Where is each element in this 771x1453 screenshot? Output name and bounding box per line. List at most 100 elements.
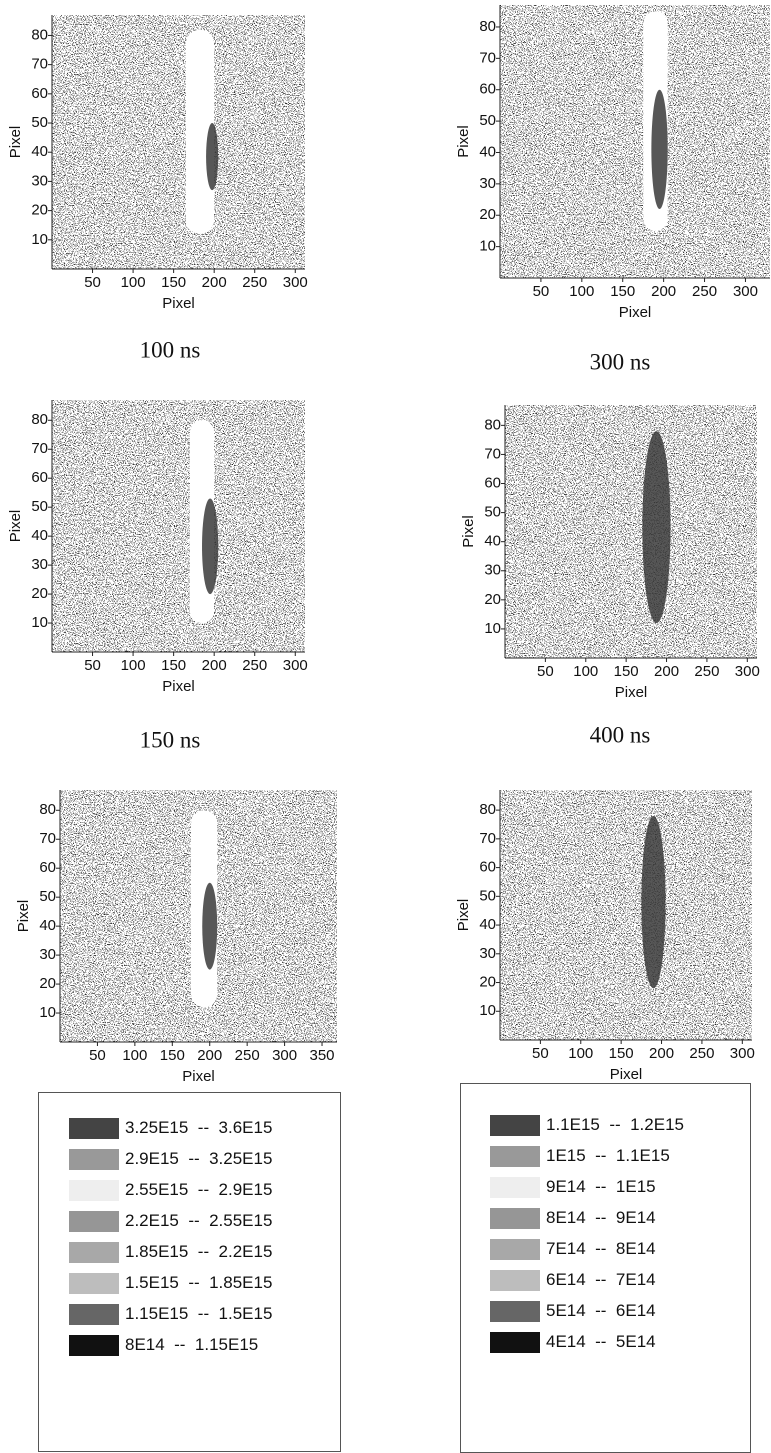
legend-swatch [490, 1176, 540, 1198]
legend-entry: 8E14 -- 9E14 [490, 1207, 656, 1229]
x-tick-label: 250 [689, 1045, 714, 1062]
x-tick-label: 250 [692, 283, 717, 300]
speckle [500, 5, 770, 278]
y-tick-label: 70 [484, 445, 501, 462]
x-tick-label: 50 [537, 663, 554, 680]
legend-label: 2.55E15 -- 2.9E15 [125, 1180, 273, 1199]
y-axis-label: Pixel [455, 899, 472, 932]
panel-title: 300 ns [590, 349, 651, 374]
y-tick-label: 40 [479, 916, 496, 933]
x-tick-label: 100 [121, 657, 146, 674]
x-tick-label: 50 [532, 1045, 549, 1062]
legend-label: 7E14 -- 8E14 [546, 1239, 656, 1258]
legend-entry: 1.15E15 -- 1.5E15 [69, 1303, 272, 1325]
plot-area [60, 790, 337, 1042]
legend-entry: 1E15 -- 1.1E15 [490, 1145, 670, 1167]
legend-swatch [69, 1272, 119, 1294]
legend-label: 2.2E15 -- 2.55E15 [125, 1211, 273, 1230]
y-tick-label: 30 [31, 172, 48, 189]
legend-swatch [490, 1145, 540, 1167]
x-tick-label: 300 [733, 283, 758, 300]
y-tick-label: 30 [39, 946, 56, 963]
legend-label: 1E15 -- 1.1E15 [546, 1146, 670, 1165]
dark-core [642, 431, 671, 624]
y-tick-label: 20 [31, 585, 48, 602]
legend-swatch [490, 1114, 540, 1136]
y-tick-label: 30 [479, 945, 496, 962]
plot-area [505, 405, 757, 658]
x-tick-label: 200 [654, 663, 679, 680]
x-tick-label: 200 [651, 283, 676, 300]
panel: 50 100 150 200 250 300 10 20 30 40 50 60 70 80 Pixel Pi… [460, 405, 760, 747]
legend-entry: 2.55E15 -- 2.9E15 [69, 1179, 272, 1201]
legend-label: 2.9E15 -- 3.25E15 [125, 1149, 273, 1168]
x-tick-label: 100 [568, 1045, 593, 1062]
x-tick-label: 50 [89, 1047, 106, 1064]
legend-label: 8E14 -- 1.15E15 [125, 1335, 259, 1354]
plot-area [52, 400, 305, 652]
y-tick-label: 80 [39, 801, 56, 818]
legend-label: 1.5E15 -- 1.85E15 [125, 1273, 273, 1292]
legend-label: 5E14 -- 6E14 [546, 1301, 656, 1320]
legend-swatch [490, 1300, 540, 1322]
x-tick-label: 250 [242, 657, 267, 674]
legend-swatch [69, 1334, 119, 1356]
y-tick-label: 50 [479, 112, 496, 129]
legend-entry: 5E14 -- 6E14 [490, 1300, 656, 1322]
y-tick-label: 10 [39, 1004, 56, 1021]
y-tick-label: 50 [31, 114, 48, 131]
x-tick-label: 250 [242, 274, 267, 291]
x-tick-label: 150 [609, 1045, 634, 1062]
plot-area [500, 5, 770, 278]
x-tick-label: 300 [283, 274, 308, 291]
x-tick-label: 150 [614, 663, 639, 680]
y-tick-label: 70 [479, 49, 496, 66]
y-tick-label: 20 [31, 202, 48, 219]
legend-entry: 6E14 -- 7E14 [490, 1269, 656, 1291]
x-tick-label: 100 [122, 1047, 147, 1064]
y-tick-label: 70 [479, 830, 496, 847]
legend-entry: 4E14 -- 5E14 [490, 1331, 656, 1353]
y-tick-label: 80 [31, 411, 48, 428]
dark-core [641, 815, 666, 989]
panel: 50 100 150 200 250 300 10 20 30 40 50 60 70 80 Pixel Pi… [455, 5, 770, 374]
y-tick-label: 10 [484, 620, 501, 637]
x-tick-label: 150 [161, 274, 186, 291]
y-tick-label: 10 [31, 614, 48, 631]
y-tick-label: 30 [479, 175, 496, 192]
x-axis-label: Pixel [619, 304, 652, 321]
panel: 50 100 150 200 250 300 10 20 30 40 50 60 70 80 Pixel Pi… [7, 400, 308, 752]
x-tick-label: 150 [160, 1047, 185, 1064]
y-tick-label: 10 [479, 1002, 496, 1019]
legend-label: 9E14 -- 1E15 [546, 1177, 656, 1196]
legend-swatch [69, 1303, 119, 1325]
dark-core [206, 123, 219, 191]
y-axis-label: Pixel [7, 510, 24, 543]
y-tick-label: 80 [484, 416, 501, 433]
legend-swatch [69, 1148, 119, 1170]
y-tick-label: 50 [484, 504, 501, 521]
x-tick-label: 50 [84, 657, 101, 674]
x-tick-label: 200 [197, 1047, 222, 1064]
x-tick-label: 300 [735, 663, 760, 680]
x-tick-label: 250 [694, 663, 719, 680]
y-tick-label: 40 [484, 533, 501, 550]
y-tick-label: 80 [479, 18, 496, 35]
x-axis-label: Pixel [162, 678, 195, 695]
legend-swatch [490, 1331, 540, 1353]
y-tick-label: 20 [479, 206, 496, 223]
x-axis-label: Pixel [615, 684, 648, 701]
legend-entry: 2.2E15 -- 2.55E15 [69, 1210, 272, 1232]
y-tick-label: 70 [39, 830, 56, 847]
x-tick-label: 50 [533, 283, 550, 300]
legend-entry: 9E14 -- 1E15 [490, 1176, 656, 1198]
plot-area [52, 15, 305, 269]
speckle [500, 790, 752, 1040]
dark-core [651, 89, 668, 209]
bright-band [185, 29, 215, 234]
legend: 1.1E15 -- 1.2E15 1E15 -- 1.1E15 9E14 -- 1E… [460, 1083, 751, 1453]
y-tick-label: 60 [31, 469, 48, 486]
speckle [52, 400, 305, 652]
legend: 3.25E15 -- 3.6E15 2.9E15 -- 3.25E15 2.55E1… [38, 1092, 341, 1452]
y-tick-label: 40 [479, 143, 496, 160]
